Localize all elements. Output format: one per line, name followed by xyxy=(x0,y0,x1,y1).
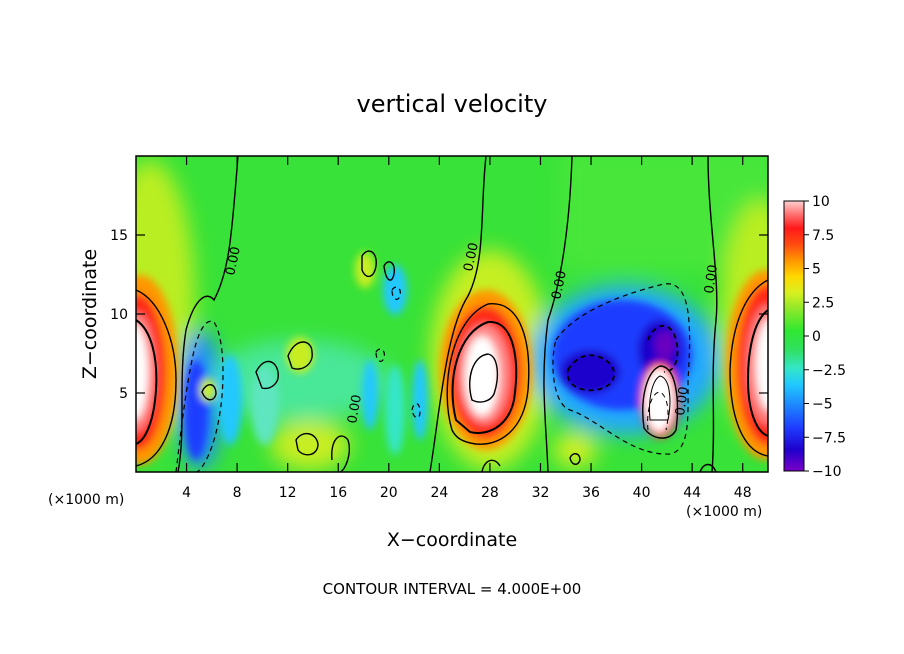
x-tick-label: 16 xyxy=(329,485,347,501)
x-unit-right: (×1000 m) xyxy=(686,504,762,520)
colorbar-tick-label: −10 xyxy=(812,464,842,480)
chart-title: vertical velocity xyxy=(357,90,548,118)
patch-contour-8 xyxy=(569,453,581,465)
small-dash-1 xyxy=(375,348,385,362)
y-tick-label: 15 xyxy=(110,228,128,244)
colorbar-ticks: 10 7.5 5 2.5 0 −2.5 −5 −7.5 −10 xyxy=(804,194,846,480)
updraft-right-contour-inner xyxy=(746,309,768,437)
y-tick-label: 5 xyxy=(119,386,128,402)
yellow-patch-1 xyxy=(286,337,314,373)
blob-low-yellow-1 xyxy=(270,420,350,470)
contour-label: 0.00 xyxy=(223,245,244,276)
x-tick-label: 40 xyxy=(633,485,651,501)
small-dash-3 xyxy=(411,402,421,419)
small-dash-2 xyxy=(391,286,401,300)
x-tick-label: 36 xyxy=(582,485,600,501)
cyan-band-3 xyxy=(362,360,378,430)
downdraft-deep-left xyxy=(560,350,620,394)
patch-contour-10 xyxy=(699,463,717,472)
cyan-band-1 xyxy=(218,355,242,445)
updraft-right-core xyxy=(756,319,768,411)
colorbar-tick-label: 0 xyxy=(812,329,821,345)
updraft-center-contour-inner xyxy=(469,353,499,403)
patch-contour-2 xyxy=(287,341,313,370)
x-tick-label: 28 xyxy=(481,485,499,501)
updraft-left-contour-inner xyxy=(136,319,158,445)
colorbar-tick-label: 2.5 xyxy=(812,295,834,311)
strip-contour-inner xyxy=(649,375,671,421)
strip-white xyxy=(644,368,674,432)
x-axis-ticks: 4 8 12 16 20 24 28 32 36 40 44 48 xyxy=(182,156,752,501)
x-unit-left: (×1000 m) xyxy=(48,492,124,508)
colorbar-tick-label: 5 xyxy=(812,262,821,278)
contour-interval-note: CONTOUR INTERVAL = 4.000E+00 xyxy=(323,580,582,598)
x-tick-label: 8 xyxy=(233,485,242,501)
x-tick-label: 20 xyxy=(380,485,398,501)
contours-dashed xyxy=(175,283,691,472)
x-tick-label: 12 xyxy=(279,485,297,501)
colorbar-tick-label: −7.5 xyxy=(812,430,846,446)
updraft-center-contour-outer xyxy=(446,303,530,445)
colorbar-tick-label: 7.5 xyxy=(812,228,834,244)
zero-contour-2 xyxy=(429,156,487,472)
patch-contour-9 xyxy=(481,459,501,472)
updraft-left-contour xyxy=(136,289,177,467)
left-blue-column-core xyxy=(184,360,208,460)
x-axis-label: X−coordinate xyxy=(387,529,517,551)
patch-contour-6 xyxy=(295,433,319,456)
patch-contour-4 xyxy=(361,250,377,277)
x-tick-label: 4 xyxy=(182,485,191,501)
patch-contour-1 xyxy=(255,360,279,390)
cyan-band-2 xyxy=(251,365,279,445)
downdraft-contour-outer xyxy=(552,283,691,455)
x-tick-label: 24 xyxy=(430,485,448,501)
cyan-band-6 xyxy=(383,265,407,315)
contour-label: 0.00 xyxy=(702,264,721,295)
contour-labels: 0.00 0.00 0.00 0.00 0.00 0.00 xyxy=(223,241,721,424)
patch-contour-3 xyxy=(201,384,217,401)
contours-solid xyxy=(136,156,768,472)
cyan-band-4 xyxy=(385,365,405,455)
contour-label: 0.00 xyxy=(673,386,692,417)
colorbar: 10 7.5 5 2.5 0 −2.5 −5 −7.5 −10 xyxy=(783,194,846,480)
contour-label: 0.00 xyxy=(345,394,365,425)
updraft-right-contour xyxy=(729,279,768,457)
heatmap-field: 0.00 0.00 0.00 0.00 0.00 0.00 xyxy=(136,156,768,472)
blob-low-yellow-2 xyxy=(553,432,597,468)
updraft-center-core xyxy=(465,336,499,416)
colorbar-gradient xyxy=(783,200,805,472)
zero-contour-4 xyxy=(707,156,718,472)
y-axis-ticks: 5 10 15 xyxy=(110,228,768,402)
downdraft-contour-mid xyxy=(566,354,615,392)
patch-contour-7 xyxy=(331,435,350,472)
zero-contour-1 xyxy=(177,156,239,472)
cyan-band-5 xyxy=(412,360,428,440)
updraft-left-core xyxy=(136,324,148,420)
zero-contour-3 xyxy=(543,156,573,472)
updraft-center-contour-mid xyxy=(451,320,518,434)
contour-label: 0.00 xyxy=(549,269,570,300)
colorbar-tick-label: −5 xyxy=(812,397,833,413)
strip-contour xyxy=(642,365,679,439)
x-tick-label: 44 xyxy=(683,485,701,501)
left-column-dashed xyxy=(175,320,224,472)
colorbar-tick-label: 10 xyxy=(812,194,830,210)
contour-label: 0.00 xyxy=(461,241,482,272)
yellow-patch-2 xyxy=(355,252,375,288)
x-tick-label: 32 xyxy=(532,485,550,501)
y-tick-label: 10 xyxy=(110,307,128,323)
patch-contour-5 xyxy=(383,261,396,281)
y-axis-label: Z−coordinate xyxy=(79,249,101,379)
colorbar-tick-label: −2.5 xyxy=(812,363,846,379)
x-tick-label: 48 xyxy=(734,485,752,501)
downdraft-purple xyxy=(655,331,675,359)
